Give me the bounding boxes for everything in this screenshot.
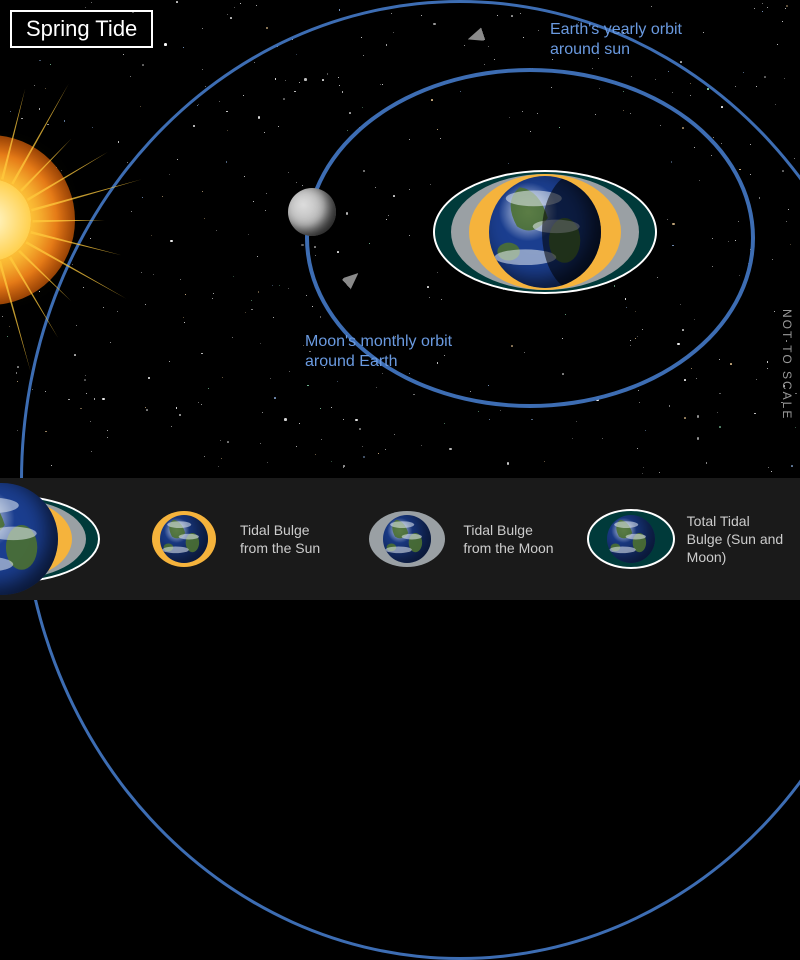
legend-item: Tidal Bulge from the Moon bbox=[353, 503, 576, 575]
legend-earth-big bbox=[0, 478, 130, 600]
legend: Tidal Bulge from the Sun Tidal Bulge fro… bbox=[0, 478, 800, 600]
title: Spring Tide bbox=[10, 10, 153, 48]
label-earth-orbit: Earth's yearly orbit around sun bbox=[550, 20, 720, 60]
legend-icon bbox=[587, 503, 675, 575]
legend-label: Tidal Bulge from the Sun bbox=[240, 521, 340, 557]
legend-item: Tidal Bulge from the Sun bbox=[130, 503, 353, 575]
legend-label: Total Tidal Bulge (Sun and Moon) bbox=[687, 512, 787, 567]
sun bbox=[0, 135, 75, 305]
legend-item: Total Tidal Bulge (Sun and Moon) bbox=[577, 503, 800, 575]
arrow-earth-orbit-icon bbox=[468, 18, 558, 58]
earth bbox=[489, 176, 601, 288]
moon bbox=[288, 188, 336, 236]
not-to-scale-label: NOT TO SCALE bbox=[780, 309, 794, 420]
legend-icon bbox=[140, 503, 228, 575]
legend-label: Tidal Bulge from the Moon bbox=[463, 521, 563, 557]
earth-terminator bbox=[542, 176, 601, 288]
diagram-main: Spring Tide Earth's yearly orbit around … bbox=[0, 0, 800, 480]
legend-icon bbox=[363, 503, 451, 575]
arrow-moon-orbit-icon bbox=[300, 270, 380, 340]
label-moon-orbit: Moon's monthly orbit around Earth bbox=[305, 332, 495, 372]
